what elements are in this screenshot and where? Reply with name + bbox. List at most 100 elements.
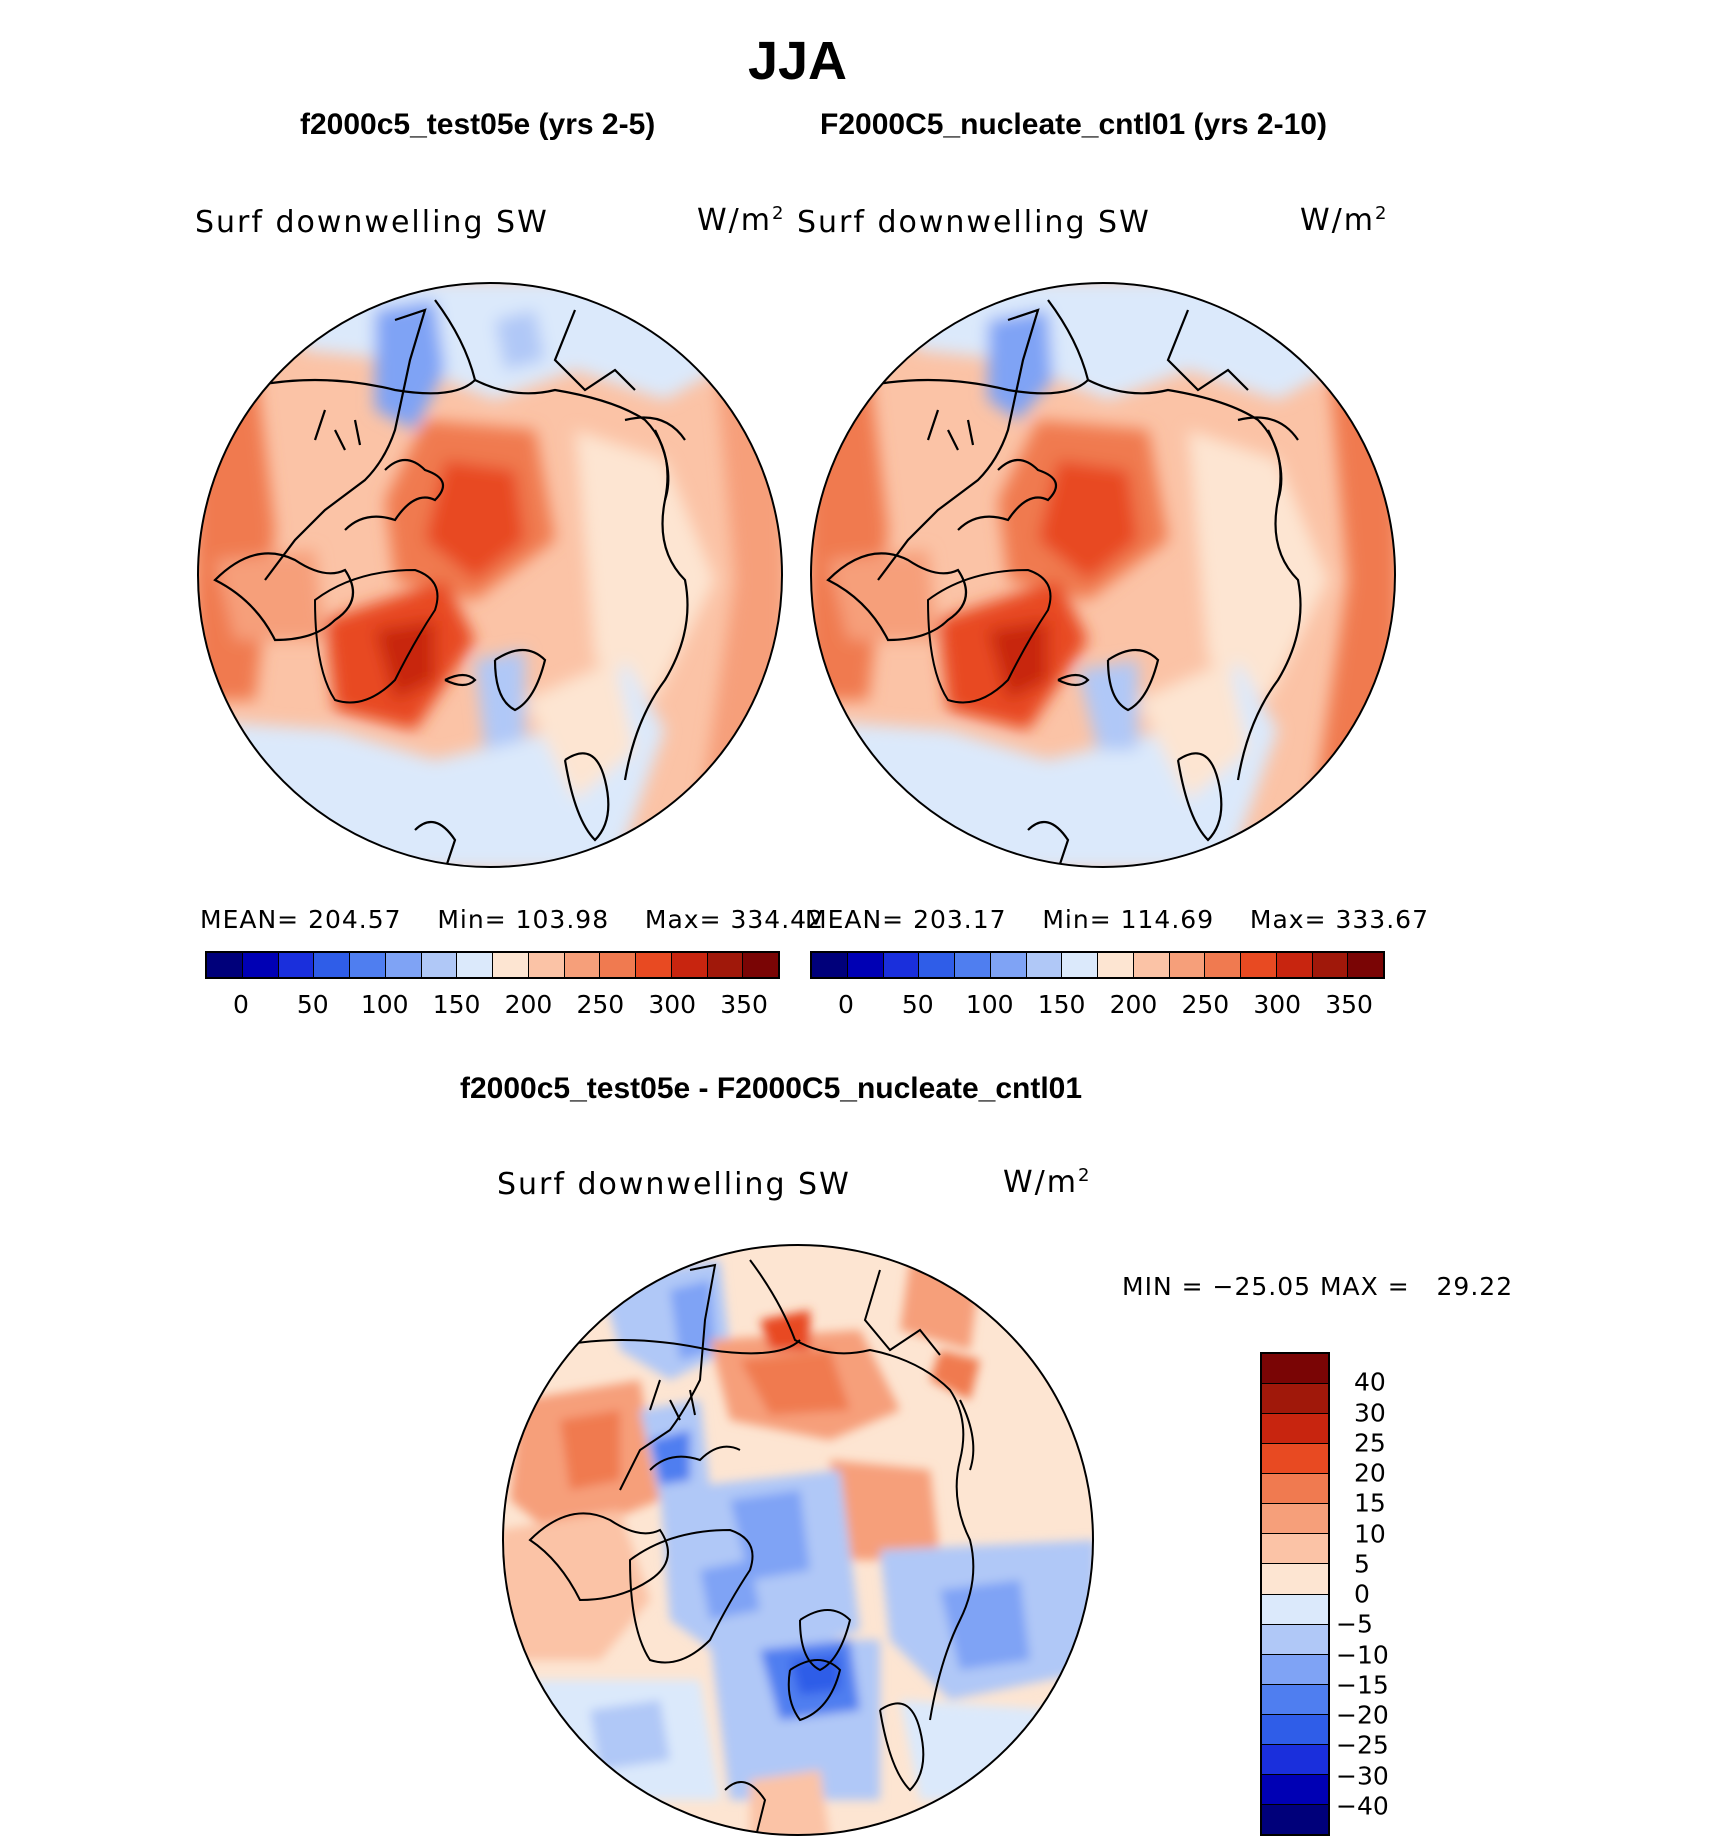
colorbar-tick-label: 200 [504, 990, 553, 1019]
colorbar-swatch [1262, 1774, 1328, 1805]
colorbar-swatch [1241, 953, 1277, 977]
colorbar-swatch [883, 953, 920, 977]
colorbar-swatch [1262, 1804, 1328, 1834]
colorbar-swatch [385, 953, 422, 977]
panel1-colorbar-labels: 0 50 100 150 200 250 300 350 [205, 990, 780, 1020]
colorbar-swatch [955, 953, 991, 977]
colorbar-swatch [600, 953, 636, 977]
colorbar-tick-label: 350 [720, 990, 768, 1019]
colorbar-swatch [1262, 1654, 1328, 1685]
colorbar-tick-label: 100 [360, 990, 409, 1019]
colorbar-tick-label: −5 [1336, 1609, 1373, 1639]
colorbar-tick-label: 10 [1354, 1519, 1386, 1548]
colorbar-swatch [242, 953, 279, 977]
colorbar-swatch [671, 953, 708, 977]
colorbar-tick-label: 0 [1354, 1579, 1370, 1609]
colorbar-tick-label: 15 [1354, 1488, 1386, 1518]
colorbar-swatch [1262, 1444, 1328, 1475]
panel1-variable: Surf downwelling SW [195, 205, 549, 240]
colorbar-swatch [207, 953, 243, 977]
colorbar-tick-label: −40 [1336, 1791, 1389, 1821]
colorbar-swatch [1205, 953, 1241, 977]
panel2-units: W/m2 [1300, 203, 1389, 238]
colorbar-tick-label: 50 [296, 990, 329, 1019]
colorbar-swatch [528, 953, 565, 977]
colorbar-swatch [564, 953, 601, 977]
diff-colorbar-labels: 40 30 25 20 15 10 5 0 −5 −10 −15 −20 −25 −30 −40 [1336, 1352, 1440, 1836]
diff-colorbar [1260, 1352, 1330, 1836]
colorbar-tick-label: −25 [1336, 1730, 1389, 1760]
colorbar-swatch [1133, 953, 1170, 977]
diff-units: W/m2 [1003, 1165, 1092, 1200]
colorbar-tick-label: 150 [432, 990, 481, 1019]
panel1-units: W/m2 [697, 203, 786, 238]
colorbar-swatch [493, 953, 529, 977]
panel1-case-title: f2000c5_test05e (yrs 2-5) [300, 108, 656, 141]
colorbar-tick-label: 50 [901, 990, 934, 1019]
colorbar-tick-label: 200 [1109, 990, 1158, 1019]
panel1-stats: MEAN= 204.57 Min= 103.98 Max= 334.42 [200, 905, 824, 934]
figure-title: JJA [747, 31, 848, 91]
colorbar-tick-label: 100 [965, 990, 1014, 1019]
colorbar-tick-label: 0 [837, 990, 854, 1019]
colorbar-swatch [1262, 1384, 1328, 1415]
colorbar-tick-label: 350 [1325, 990, 1373, 1019]
colorbar-tick-label: 30 [1354, 1398, 1386, 1427]
colorbar-swatch [1276, 953, 1313, 977]
colorbar-tick-label: −20 [1336, 1700, 1389, 1730]
colorbar-tick-label: 300 [648, 990, 697, 1019]
panel2-case-title: F2000C5_nucleate_cntl01 (yrs 2-10) [820, 108, 1327, 141]
diff-variable: Surf downwelling SW [497, 1167, 851, 1202]
colorbar-swatch [278, 953, 315, 977]
colorbar-swatch [457, 953, 493, 977]
colorbar-swatch [1262, 1744, 1328, 1775]
panel2-colorbar [810, 951, 1385, 979]
colorbar-tick-label: 300 [1253, 990, 1302, 1019]
colorbar-swatch [707, 953, 744, 977]
diff-title: f2000c5_test05e - F2000C5_nucleate_cntl0… [460, 1072, 1083, 1105]
colorbar-swatch [1262, 1714, 1328, 1745]
colorbar-swatch [1262, 1414, 1328, 1445]
colorbar-swatch [812, 953, 848, 977]
colorbar-tick-label: 25 [1354, 1428, 1386, 1458]
colorbar-swatch [847, 953, 884, 977]
colorbar-swatch [1026, 953, 1063, 977]
colorbar-swatch [1062, 953, 1098, 977]
panel2-stats: MEAN= 203.17 Min= 114.69 Max= 333.67 [805, 905, 1429, 934]
colorbar-swatch [1169, 953, 1206, 977]
colorbar-swatch [919, 953, 955, 977]
colorbar-tick-label: 150 [1037, 990, 1086, 1019]
colorbar-tick-label: 250 [1181, 990, 1230, 1019]
colorbar-swatch [1262, 1354, 1328, 1385]
colorbar-tick-label: −15 [1336, 1670, 1389, 1700]
colorbar-tick-label: 5 [1354, 1549, 1370, 1579]
colorbar-tick-label: 20 [1354, 1458, 1386, 1488]
colorbar-swatch [636, 953, 672, 977]
colorbar-swatch [350, 953, 386, 977]
colorbar-swatch [1262, 1624, 1328, 1655]
colorbar-swatch [1348, 953, 1383, 977]
panel2-colorbar-labels: 0 50 100 150 200 250 300 350 [810, 990, 1385, 1020]
colorbar-swatch [1098, 953, 1134, 977]
panel2-variable: Surf downwelling SW [797, 205, 1151, 240]
colorbar-swatch [314, 953, 350, 977]
panel2-polar-map [810, 282, 1396, 868]
colorbar-swatch [1262, 1534, 1328, 1565]
colorbar-swatch [990, 953, 1027, 977]
colorbar-tick-label: 0 [232, 990, 249, 1019]
colorbar-tick-label: 250 [576, 990, 625, 1019]
colorbar-swatch [743, 953, 778, 977]
panel1-polar-map [197, 282, 783, 868]
colorbar-swatch [1262, 1474, 1328, 1505]
panel1-colorbar [205, 951, 780, 979]
diff-polar-map [502, 1244, 1094, 1836]
colorbar-tick-label: −10 [1336, 1640, 1389, 1669]
colorbar-swatch [1262, 1504, 1328, 1535]
colorbar-swatch [1312, 953, 1349, 977]
colorbar-swatch [1262, 1564, 1328, 1595]
colorbar-swatch [1262, 1594, 1328, 1625]
diff-minmax: MIN = −25.05 MAX = 29.22 [1122, 1272, 1514, 1301]
colorbar-swatch [421, 953, 458, 977]
colorbar-tick-label: 40 [1354, 1367, 1386, 1397]
colorbar-swatch [1262, 1684, 1328, 1715]
